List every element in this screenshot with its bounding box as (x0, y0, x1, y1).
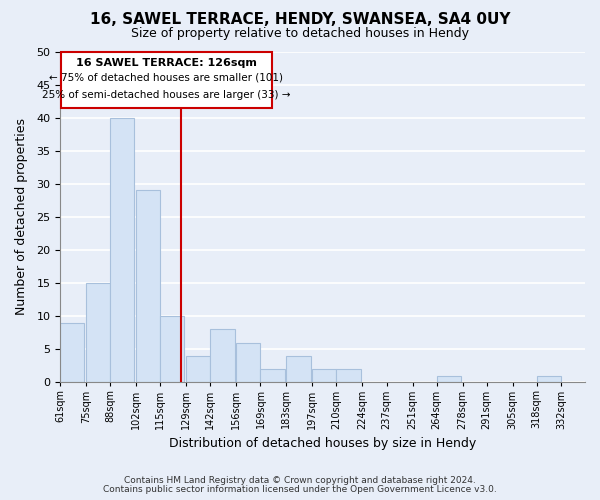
Text: 16, SAWEL TERRACE, HENDY, SWANSEA, SA4 0UY: 16, SAWEL TERRACE, HENDY, SWANSEA, SA4 0… (90, 12, 510, 28)
Text: Contains HM Land Registry data © Crown copyright and database right 2024.: Contains HM Land Registry data © Crown c… (124, 476, 476, 485)
Bar (60, 323, 84, 382)
Text: ← 75% of detached houses are smaller (101): ← 75% of detached houses are smaller (10… (49, 73, 283, 83)
FancyBboxPatch shape (61, 52, 272, 108)
Y-axis label: Number of detached properties: Number of detached properties (15, 118, 28, 316)
Bar (260, 369, 284, 382)
Bar (211, 330, 235, 382)
Bar (110, 118, 134, 382)
Text: 16 SAWEL TERRACE: 126sqm: 16 SAWEL TERRACE: 126sqm (76, 58, 257, 68)
Bar (236, 342, 260, 382)
Bar (136, 190, 160, 382)
Bar (186, 356, 211, 382)
X-axis label: Distribution of detached houses by size in Hendy: Distribution of detached houses by size … (169, 437, 476, 450)
Bar (313, 369, 337, 382)
Bar (86, 283, 110, 382)
Bar (437, 376, 461, 382)
Text: Contains public sector information licensed under the Open Government Licence v3: Contains public sector information licen… (103, 485, 497, 494)
Text: Size of property relative to detached houses in Hendy: Size of property relative to detached ho… (131, 28, 469, 40)
Text: 25% of semi-detached houses are larger (33) →: 25% of semi-detached houses are larger (… (42, 90, 290, 100)
Bar (286, 356, 311, 382)
Bar (160, 316, 184, 382)
Bar (337, 369, 361, 382)
Bar (537, 376, 561, 382)
